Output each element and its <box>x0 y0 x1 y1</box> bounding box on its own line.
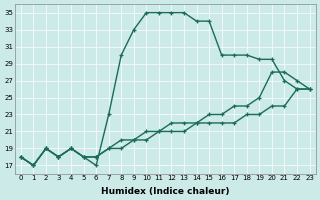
X-axis label: Humidex (Indice chaleur): Humidex (Indice chaleur) <box>101 187 229 196</box>
